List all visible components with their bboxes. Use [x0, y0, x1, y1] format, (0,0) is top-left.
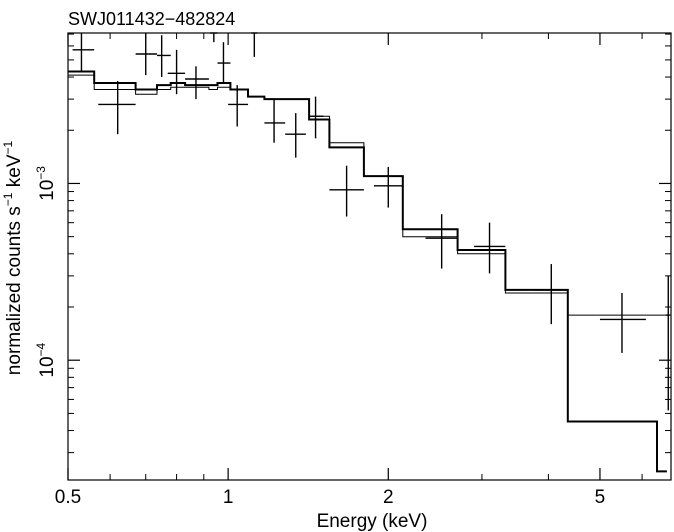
- data-point: [217, 42, 231, 84]
- data-point: [285, 113, 306, 158]
- tick-labels: 0.5 1 2 510−310−4: [34, 166, 605, 508]
- data-point: [599, 293, 646, 353]
- y-axis-label-main: normalized counts s: [4, 206, 25, 375]
- x-tick-label: 5: [595, 487, 606, 508]
- y-axis-label-exp2: −1: [1, 140, 15, 154]
- data-point: [251, 32, 258, 57]
- data-point: [228, 85, 249, 127]
- data-point: [157, 35, 171, 78]
- data-point: [533, 264, 568, 325]
- data-point: [167, 49, 186, 95]
- x-tick-label: 1: [223, 487, 234, 508]
- data-point: [264, 99, 286, 143]
- x-axis-label: Energy (keV): [317, 511, 428, 532]
- y-tick-label-base: 10: [37, 356, 58, 377]
- y-tick-label-base: 10: [37, 180, 58, 201]
- axis-ticks: [67, 33, 671, 480]
- data-points: [72, 32, 671, 411]
- data-point: [474, 222, 506, 274]
- data-point: [210, 32, 218, 43]
- y-axis-label: normalized counts s−1 keV−1: [1, 140, 25, 375]
- plot-frame: [67, 32, 672, 481]
- chart-title: SWJ011432−482824: [68, 9, 235, 29]
- data-point: [135, 33, 158, 76]
- y-tick-label-exp: −3: [34, 166, 48, 180]
- data-point: [425, 214, 458, 269]
- y-tick-label: 10−3: [34, 166, 58, 201]
- model-step-line-thick: [68, 70, 667, 473]
- y-axis-label-mid: keV: [4, 154, 25, 192]
- model-step-line-thin: [68, 74, 667, 316]
- data-point: [665, 275, 671, 411]
- data-point: [309, 96, 324, 139]
- model-lines: [68, 70, 667, 473]
- data-point: [72, 33, 95, 72]
- data-point: [185, 66, 209, 100]
- y-tick-label: 10−4: [34, 342, 58, 377]
- x-tick-label: 2: [383, 487, 394, 508]
- y-tick-label-exp: −4: [34, 342, 48, 356]
- y-axis-label-exp1: −1: [1, 192, 15, 206]
- data-point: [329, 165, 364, 217]
- x-tick-label: 0.5: [55, 487, 81, 508]
- data-point: [373, 166, 403, 208]
- data-point: [98, 80, 136, 135]
